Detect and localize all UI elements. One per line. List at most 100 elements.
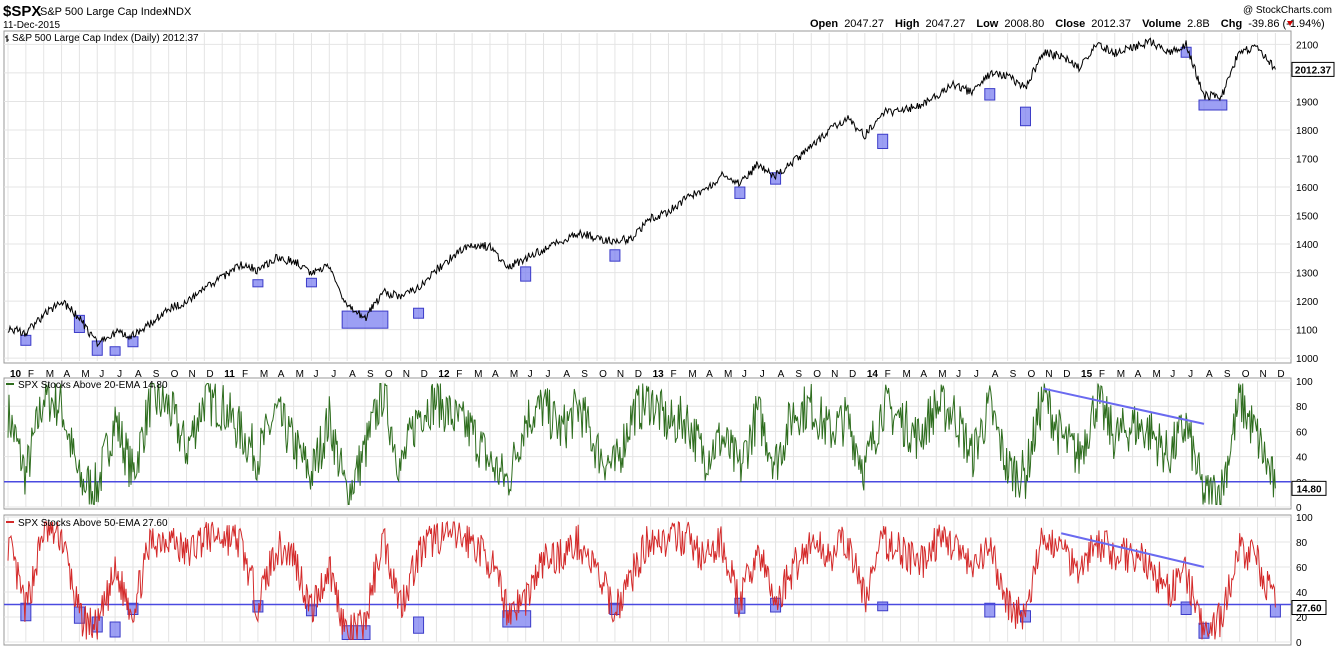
month-tick-label: N: [403, 369, 410, 380]
open-label: Open: [810, 18, 838, 30]
month-tick-label: O: [599, 369, 607, 380]
dip-highlight-box: [127, 336, 139, 348]
close-value: 2012.37: [1091, 18, 1131, 30]
ema50-badge-box: [1291, 600, 1327, 615]
month-tick-label: A: [64, 369, 71, 380]
month-tick-label: D: [635, 369, 642, 380]
month-tick-label: M: [688, 369, 696, 380]
month-tick-label: M: [510, 369, 518, 380]
dip-highlight-box: [984, 88, 996, 101]
y-tick-label: 1600: [1296, 183, 1319, 194]
month-tick-label: M: [903, 369, 911, 380]
open-value: 2047.27: [844, 18, 884, 30]
watermark: @ StockCharts.com: [1243, 5, 1332, 16]
y-tick-label: 40: [1296, 588, 1308, 599]
grid-layer: [4, 33, 1291, 643]
month-tick-label: F: [670, 369, 676, 380]
y-tick-label: 1900: [1296, 97, 1319, 108]
ema20-last-value-badge: 14.80: [1291, 480, 1327, 496]
divergence-trendline: [1060, 532, 1205, 568]
year-tick-label: 13: [653, 369, 665, 380]
month-tick-label: M: [296, 369, 304, 380]
month-tick-label: O: [1242, 369, 1250, 380]
month-tick-label: A: [135, 369, 142, 380]
dip-highlight-box: [609, 249, 621, 262]
dip-highlight-box: [1198, 99, 1228, 111]
ema50-panel-label: SPX Stocks Above 50-EMA 27.60: [18, 518, 168, 529]
month-tick-label: J: [99, 369, 104, 380]
price-badge-box: [1291, 61, 1335, 77]
month-tick-label: J: [760, 369, 765, 380]
month-tick-label: M: [724, 369, 732, 380]
month-tick-label: J: [331, 369, 336, 380]
month-tick-label: S: [1224, 369, 1231, 380]
year-tick-label: 14: [867, 369, 879, 380]
low-label: Low: [976, 18, 998, 30]
dip-highlight-box: [127, 602, 139, 615]
month-tick-label: M: [1117, 369, 1125, 380]
month-tick-label: A: [706, 369, 713, 380]
dip-highlight-box: [109, 346, 121, 356]
year-tick-label: 11: [224, 369, 235, 380]
dip-highlight-box: [413, 616, 425, 634]
month-tick-label: A: [1135, 369, 1142, 380]
month-tick-label: J: [956, 369, 961, 380]
month-tick-label: D: [206, 369, 213, 380]
y-tick-label: 1700: [1296, 154, 1319, 165]
ohlc-readout: Open 2047.27 High 2047.27 Low 2008.80 Cl…: [810, 18, 1325, 30]
dip-highlight-box: [341, 310, 389, 329]
index-name: S&P 500 Large Cap Index: [40, 6, 168, 18]
down-arrow-icon: [1287, 21, 1293, 26]
month-tick-label: S: [795, 369, 802, 380]
month-tick-label: F: [885, 369, 891, 380]
dip-highlight-box: [877, 133, 889, 150]
y-tick-label: 80: [1296, 538, 1308, 549]
date-label: 11-Dec-2015: [3, 20, 61, 31]
chg-value: -39.86 (-1.94%): [1248, 18, 1324, 30]
axis-layer: 1000110012001300140015001600170018001900…: [10, 40, 1319, 649]
dip-highlight-box: [734, 186, 746, 199]
month-tick-label: O: [171, 369, 179, 380]
month-tick-label: A: [778, 369, 785, 380]
series-layer: [4, 37, 1291, 641]
price-panel-frame: [3, 30, 1292, 364]
low-value: 2008.80: [1004, 18, 1044, 30]
month-tick-label: M: [938, 369, 946, 380]
price-last-value-badge: 2012.37: [1291, 61, 1335, 77]
y-tick-label: 1300: [1296, 269, 1319, 280]
month-tick-label: J: [742, 369, 747, 380]
month-tick-label: J: [528, 369, 533, 380]
y-tick-label: 1400: [1296, 240, 1319, 251]
ema50-badge-text: 27.60: [1296, 604, 1321, 615]
month-tick-label: F: [1099, 369, 1105, 380]
month-tick-label: N: [831, 369, 838, 380]
month-tick-label: F: [456, 369, 462, 380]
y-tick-label: 0: [1296, 503, 1302, 514]
chart-header: $SPX S&P 500 Large Cap Index INDX 11-Dec…: [3, 3, 1332, 31]
price-panel-title: S&P 500 Large Cap Index (Daily) 2012.37: [5, 33, 199, 44]
month-tick-label: O: [813, 369, 821, 380]
ema20-panel-label: SPX Stocks Above 20-EMA 14.80: [18, 380, 168, 391]
dip-highlight-box: [877, 601, 889, 612]
ema50-last-value-badge: 27.60: [1291, 600, 1327, 615]
y-tick-label: 20: [1296, 613, 1308, 624]
y-tick-label: 1100: [1296, 326, 1318, 337]
ema50-panel-frame: [3, 514, 1292, 646]
y-tick-label: 100: [1296, 513, 1313, 524]
month-tick-label: M: [46, 369, 54, 380]
dip-highlight-box: [1180, 601, 1192, 615]
y-tick-label: 40: [1296, 453, 1308, 464]
price-badge-text: 2012.37: [1295, 65, 1332, 76]
price-panel-label: S&P 500 Large Cap Index (Daily) 2012.37: [12, 33, 199, 44]
month-tick-label: J: [974, 369, 979, 380]
month-tick-label: D: [1277, 369, 1284, 380]
ema20-breadth-line: [7, 383, 1276, 506]
y-tick-label: 1800: [1296, 126, 1319, 137]
volume-value: 2.8B: [1187, 18, 1210, 30]
year-tick-label: 15: [1081, 369, 1093, 380]
month-tick-label: F: [242, 369, 248, 380]
month-tick-label: N: [617, 369, 624, 380]
dip-highlight-box: [20, 334, 32, 346]
volume-label: Volume: [1142, 18, 1181, 30]
